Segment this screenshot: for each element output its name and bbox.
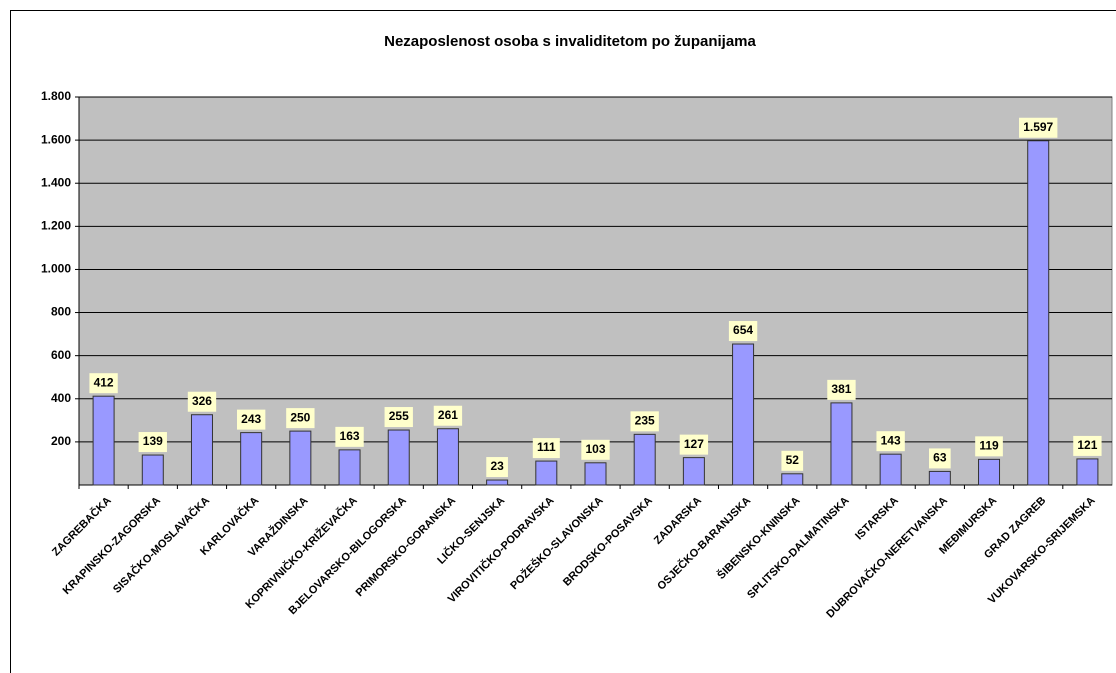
value-label-box [928,448,951,469]
value-label-box [781,450,804,471]
value-label-box [975,436,1003,457]
value-label-box [1019,117,1058,138]
bar [781,473,804,486]
value-label: 412 [94,375,114,389]
bar [535,460,558,486]
y-tick-label: 800 [51,305,71,319]
value-label-box [581,439,610,460]
bar [92,395,115,486]
value-label: 63 [933,451,947,465]
bar [928,470,951,486]
bar [387,429,410,486]
y-tick-label: 400 [51,391,71,405]
bar [1027,140,1050,486]
value-label: 654 [733,323,753,337]
bar [682,457,705,486]
value-label: 139 [143,434,163,448]
value-label-box [679,434,709,455]
value-label: 143 [881,433,901,447]
bar [289,430,312,486]
value-label-box [876,431,905,452]
value-label: 381 [831,382,851,396]
value-label: 1.597 [1023,120,1053,134]
value-label: 326 [192,394,212,408]
bar [1076,458,1099,486]
value-label: 235 [635,414,655,428]
value-label: 255 [389,409,409,423]
value-label-box [236,409,266,430]
value-label: 119 [979,439,999,453]
value-label: 243 [241,412,261,426]
value-label-box [335,426,364,447]
value-label-box [486,457,508,478]
value-label-box [630,411,659,432]
value-label-box [1073,435,1102,456]
value-label: 163 [340,429,360,443]
value-label: 250 [290,410,310,424]
chart-title: Nezaposlenost osoba s invaliditetom po ž… [384,33,756,50]
bar [338,449,361,486]
y-tick-label: 200 [51,434,71,448]
value-label: 111 [537,440,556,454]
value-label-box [187,391,217,412]
bar [830,402,853,486]
bar [141,454,164,486]
value-label: 52 [786,453,800,467]
value-label-box [384,407,413,428]
value-label: 127 [684,437,704,451]
value-label-box [286,408,315,429]
y-tick-label: 600 [51,348,71,362]
plot-area [78,96,1113,486]
value-label: 23 [490,459,504,473]
y-tick-label: 1.000 [41,262,71,276]
y-tick-label: 1.600 [41,132,71,146]
bar [190,414,213,486]
bar [584,462,607,486]
value-label: 121 [1077,438,1097,452]
bar [732,343,755,486]
value-label-box [89,373,118,394]
value-label: 261 [438,408,458,422]
bar [879,453,902,486]
bar [486,479,509,486]
y-tick-label: 1.200 [41,219,71,233]
bar [240,432,263,486]
bar [633,433,656,486]
value-label-box [728,321,758,342]
value-label-box [532,438,560,459]
bar [978,458,1001,486]
value-label: 103 [585,442,605,456]
value-label-box [138,432,167,453]
y-tick-label: 1.400 [41,175,71,189]
value-label-box [827,379,856,400]
bar [436,428,459,486]
y-tick-label: 1.800 [41,89,71,103]
value-label-box [433,405,463,426]
